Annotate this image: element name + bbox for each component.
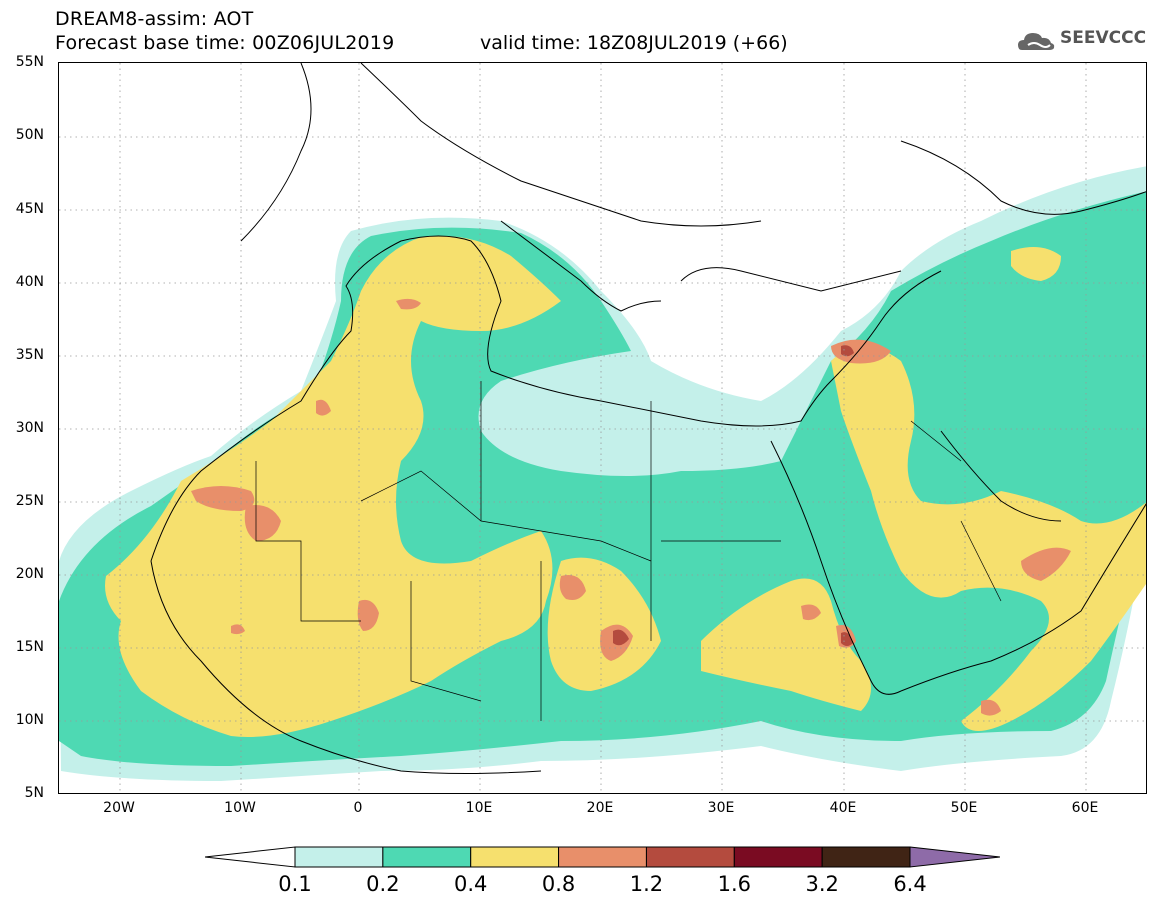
lat-label: 55N [15,54,44,70]
lat-label: 5N [24,785,44,801]
base-time: Forecast base time: 00Z06JUL2019 [55,32,395,54]
lat-label: 45N [15,201,44,217]
lon-label: 20W [103,800,135,816]
aot-map [58,62,1147,794]
lat-label: 10N [15,712,44,728]
colorbar-label: 3.2 [805,872,839,896]
colorbar-label: 0.8 [541,872,576,896]
colorbar-label: 0.2 [366,872,400,896]
lon-label: 40E [829,800,857,816]
valid-time: valid time: 18Z08JUL2019 (+66) [480,32,788,54]
colorbar-label: 1.2 [629,872,664,896]
colorbar-label: 0.4 [454,872,488,896]
country-borders [255,381,1002,721]
colorbar-under-triangle [205,846,296,868]
colorbar-box [645,846,735,868]
colorbar-label: 1.6 [717,872,751,896]
lat-label: 20N [15,566,44,582]
colorbar [205,846,1000,868]
aot-band-0.4 [105,235,1146,737]
lon-label: 50E [950,800,978,816]
lat-label: 15N [15,639,44,655]
colorbar-box [821,846,911,868]
colorbar-box [294,846,384,868]
colorbar-label: 0.1 [278,872,312,896]
map-title: DREAM8-assim: AOT [55,8,254,30]
lon-label: 20E [586,800,614,816]
colorbar-box [558,846,647,868]
grid-lines [59,63,1146,793]
lon-label: 10E [465,800,493,816]
lat-label: 40N [15,274,44,290]
coastlines [150,63,1146,774]
colorbar-box [733,846,823,868]
lon-label: 0 [353,800,363,816]
colorbar-label: 6.4 [893,872,927,896]
colorbar-over-triangle [909,846,1000,868]
lat-label: 35N [15,347,44,363]
lat-label: 50N [15,127,44,143]
lon-label: 30E [707,800,735,816]
lon-label: 10W [224,800,256,816]
lon-label: 60E [1071,800,1099,816]
colorbar-box [470,846,560,868]
colorbar-box [382,846,472,868]
cloud-logo-icon [1018,33,1055,50]
aot-field [59,63,1146,793]
lat-label: 30N [15,420,44,436]
logo-text: SEEVCCC [1060,28,1147,48]
lat-label: 25N [15,493,44,509]
